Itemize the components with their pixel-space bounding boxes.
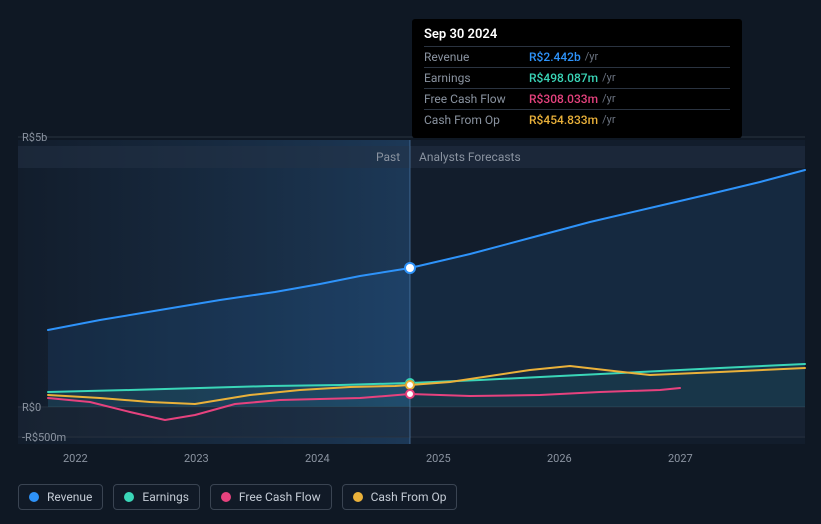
section-label-past: Past xyxy=(376,150,400,164)
tooltip-unit: /yr xyxy=(602,71,615,85)
tooltip-value: R$2.442b xyxy=(529,50,581,64)
tooltip-row-free-cash-flow: Free Cash FlowR$308.033m/yr xyxy=(424,88,730,109)
x-label-2026: 2026 xyxy=(547,452,572,465)
y-label-neg: -R$500m xyxy=(22,431,66,444)
legend-item-fcf[interactable]: Free Cash Flow xyxy=(210,484,332,510)
legend-label: Earnings xyxy=(142,490,189,504)
tooltip-value: R$498.087m xyxy=(529,71,598,85)
x-label-2023: 2023 xyxy=(184,452,209,465)
x-label-2022: 2022 xyxy=(63,452,88,465)
legend-label: Free Cash Flow xyxy=(239,490,321,504)
tooltip-row-earnings: EarningsR$498.087m/yr xyxy=(424,67,730,88)
legend-item-revenue[interactable]: Revenue xyxy=(18,484,103,510)
section-label-forecast: Analysts Forecasts xyxy=(419,150,521,164)
legend-swatch-icon xyxy=(124,492,134,502)
tooltip-row-revenue: RevenueR$2.442b/yr xyxy=(424,46,730,67)
x-label-2024: 2024 xyxy=(305,452,330,465)
legend-item-earnings[interactable]: Earnings xyxy=(113,484,200,510)
tooltip-label: Free Cash Flow xyxy=(424,92,529,106)
tooltip-unit: /yr xyxy=(585,50,598,64)
legend-swatch-icon xyxy=(221,492,231,502)
y-label-5b: R$5b xyxy=(22,131,47,144)
tooltip-label: Earnings xyxy=(424,71,529,85)
chart-tooltip: Sep 30 2024 RevenueR$2.442b/yrEarningsR$… xyxy=(412,19,742,138)
legend-label: Revenue xyxy=(47,490,92,504)
chart-legend: Revenue Earnings Free Cash Flow Cash From O… xyxy=(18,484,457,510)
tooltip-label: Cash From Op xyxy=(424,113,529,127)
tooltip-date: Sep 30 2024 xyxy=(424,27,730,46)
legend-swatch-icon xyxy=(29,492,39,502)
tooltip-value: R$454.833m xyxy=(529,113,598,127)
legend-label: Cash From Op xyxy=(371,490,447,504)
legend-item-cfo[interactable]: Cash From Op xyxy=(342,484,458,510)
marker-fcf xyxy=(406,390,414,398)
chart-container: R$5b R$0 -R$500m Past Analysts Forecasts… xyxy=(0,0,821,524)
y-label-0: R$0 xyxy=(22,401,41,414)
tooltip-value: R$308.033m xyxy=(529,92,598,106)
legend-swatch-icon xyxy=(353,492,363,502)
x-label-2025: 2025 xyxy=(426,452,451,465)
tooltip-row-cash-from-op: Cash From OpR$454.833m/yr xyxy=(424,109,730,130)
tooltip-unit: /yr xyxy=(602,92,615,106)
x-label-2027: 2027 xyxy=(668,452,693,465)
tooltip-label: Revenue xyxy=(424,50,529,64)
tooltip-unit: /yr xyxy=(602,113,615,127)
marker-cfo xyxy=(406,381,414,389)
